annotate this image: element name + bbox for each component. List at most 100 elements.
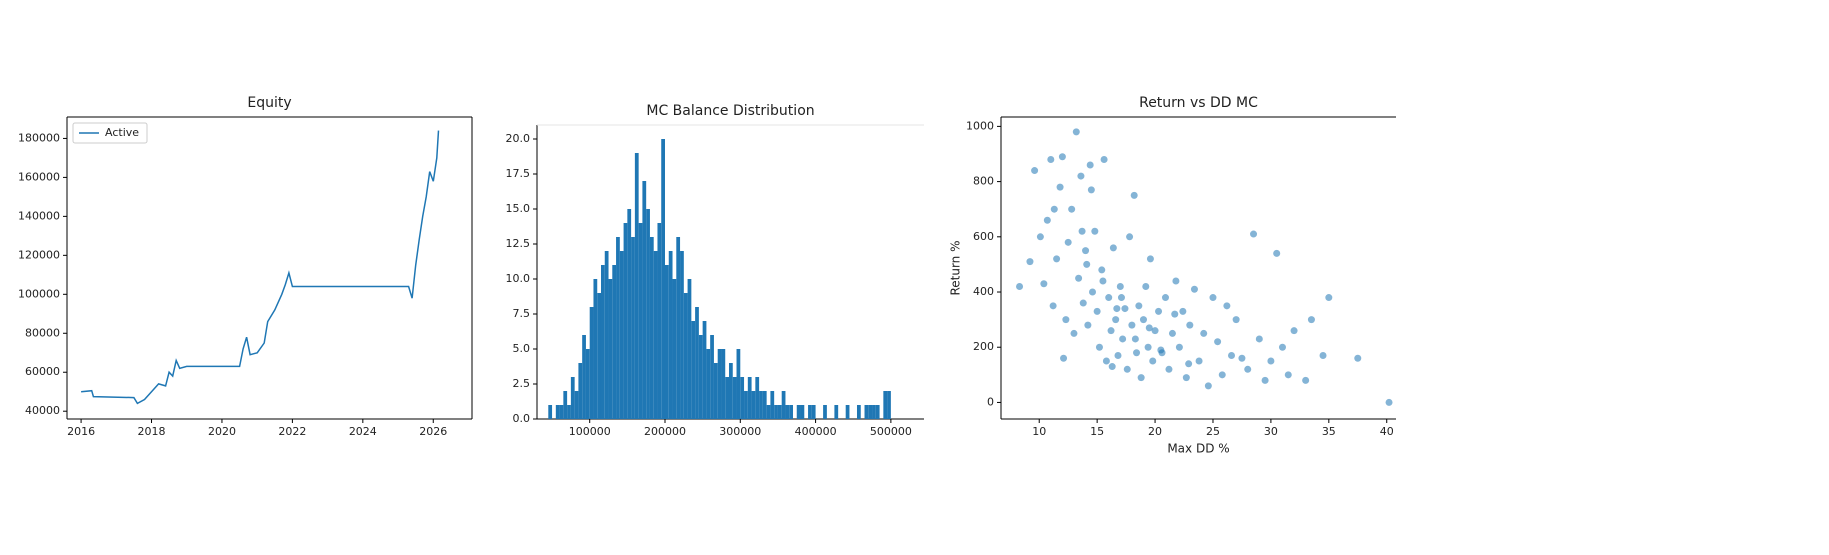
scatter-point: [1043, 216, 1051, 224]
scatter-point: [1082, 247, 1090, 255]
hist-bar: [706, 349, 711, 419]
scatter-point: [1182, 374, 1190, 382]
hist-bar: [872, 405, 876, 419]
hist-bar: [868, 405, 873, 419]
scatter-point: [1209, 294, 1217, 302]
scatter-point: [1068, 205, 1076, 213]
scatter-point: [1223, 302, 1231, 310]
hist-bar: [623, 223, 628, 419]
hist-bar: [631, 237, 635, 419]
x-tick-label: 10: [1032, 425, 1046, 438]
y-tick-label: 160000: [18, 170, 60, 183]
scatter-point: [1086, 161, 1094, 169]
x-tick-label: 100000: [569, 425, 611, 438]
hist-bar: [600, 265, 605, 419]
scatter-point: [1083, 260, 1091, 268]
hist-bar: [781, 391, 786, 419]
scatter-point: [1214, 338, 1222, 346]
hist-bar: [725, 377, 729, 419]
hist-bar: [747, 377, 752, 419]
y-tick-label: 60000: [25, 365, 60, 378]
hist-bar: [683, 293, 688, 419]
hist-bar: [627, 209, 632, 419]
hist-bar: [619, 251, 624, 419]
hist-bar: [695, 307, 699, 419]
hist-bar: [548, 405, 553, 419]
x-tick-label: 40: [1380, 425, 1394, 438]
y-tick-label: 2.5: [513, 377, 531, 390]
y-tick-label: 100000: [18, 287, 60, 300]
scatter-point: [1204, 382, 1212, 390]
scatter-point: [1151, 327, 1159, 335]
x-tick-label: 30: [1264, 425, 1278, 438]
x-tick-label: 2018: [138, 425, 166, 438]
scatter-point: [1016, 282, 1024, 290]
scatter-point: [1109, 244, 1117, 252]
scatter-point: [1319, 352, 1327, 360]
chart-title: Return vs DD MC: [1139, 95, 1258, 111]
scatter-point: [1079, 299, 1087, 307]
y-tick-label: 5.0: [513, 342, 531, 355]
hist-bar: [570, 377, 575, 419]
x-tick-label: 2026: [419, 425, 447, 438]
y-tick-label: 80000: [25, 326, 60, 339]
hist-bar: [653, 251, 658, 419]
hist-bar: [883, 391, 888, 419]
hist-bar: [800, 405, 805, 419]
scatter-point: [1108, 363, 1116, 371]
scatter-point: [1278, 343, 1286, 351]
scatter-point: [1091, 227, 1099, 235]
y-tick-label: 600: [973, 230, 994, 243]
hist-bar: [649, 237, 654, 419]
y-tick-label: 140000: [18, 209, 60, 222]
hist-bar: [728, 363, 733, 419]
equity-line: [81, 130, 440, 405]
hist-bar: [740, 377, 745, 419]
x-tick-label: 2020: [208, 425, 236, 438]
scatter-point: [1149, 357, 1157, 365]
y-axis-label: Return %: [949, 240, 963, 295]
hist-bar: [646, 209, 650, 419]
scatter-point: [1179, 307, 1187, 315]
scatter-point: [1200, 329, 1208, 337]
hist-bar: [691, 321, 696, 419]
scatter-point: [1155, 307, 1163, 315]
scatter-point: [1232, 316, 1240, 324]
hist-bar: [887, 391, 891, 419]
y-tick-label: 400: [973, 285, 994, 298]
scatter-point: [1168, 329, 1176, 337]
hist-bar: [789, 405, 793, 419]
hist-bar: [657, 223, 662, 419]
hist-bar: [713, 363, 718, 419]
scatter-point: [1105, 294, 1113, 302]
scatter-point: [1261, 376, 1269, 384]
y-tick-label: 120000: [18, 248, 60, 261]
scatter-point: [1130, 191, 1138, 199]
hist-bar: [555, 405, 560, 419]
legend-box: [72, 122, 148, 144]
scatter-point: [1093, 307, 1101, 315]
hist-bar: [744, 391, 748, 419]
scatter-point: [1031, 167, 1039, 175]
hist-bar: [634, 153, 639, 419]
scatter-point: [1095, 343, 1103, 351]
hist-bar: [608, 279, 613, 419]
x-tick-label: 2016: [67, 425, 95, 438]
hist-bar: [604, 251, 609, 419]
hist-bar: [751, 391, 756, 419]
scatter-point: [1119, 335, 1127, 343]
hist-bar: [736, 349, 741, 419]
hist-bar: [856, 405, 861, 419]
hist-bar: [823, 405, 827, 419]
hist-bar: [845, 405, 850, 419]
scatter-point: [1049, 302, 1057, 310]
scatter-point: [1255, 335, 1263, 343]
scatter-point: [1060, 354, 1068, 362]
hist-bar: [717, 349, 722, 419]
chart-title: Equity: [247, 95, 291, 111]
hist-bar: [762, 391, 767, 419]
hist-bar: [777, 405, 782, 419]
scatter-point: [1146, 255, 1154, 263]
hist-bar: [582, 335, 586, 419]
